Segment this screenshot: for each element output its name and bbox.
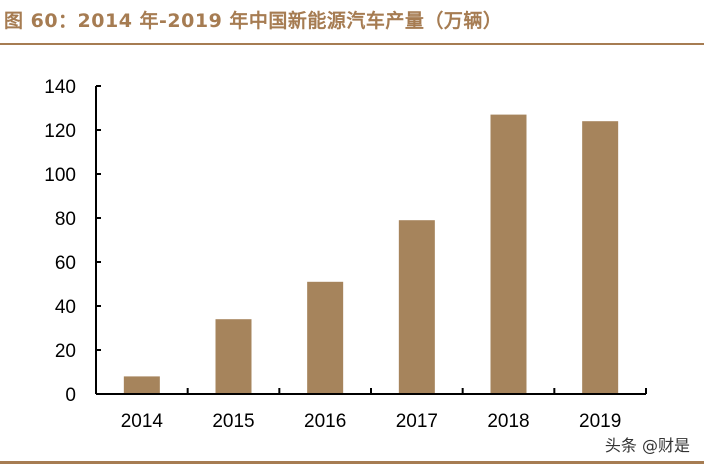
y-tick-label: 100 [44,165,76,186]
bar-series [123,114,619,394]
x-tick-label: 2017 [396,411,438,432]
x-tick-label: 2018 [487,411,529,432]
chart-title: 图 60：2014 年-2019 年中国新能源汽车产量（万辆） [4,10,503,32]
y-tick-label: 80 [55,209,76,230]
y-tick-label: 40 [55,297,76,318]
bar-2015 [215,319,252,394]
x-axis-labels: 2014 2015 2016 2017 2018 2019 [121,411,622,432]
y-tick-label: 60 [55,253,76,274]
y-tick-label: 20 [55,341,76,362]
y-tick-label: 140 [44,77,76,98]
watermark: 头条 @财是 [604,436,690,455]
title-divider [0,43,704,45]
y-tick-label: 120 [44,121,76,142]
x-tick-label: 2015 [212,411,254,432]
y-axis-labels: 0 20 40 60 80 100 120 140 [44,77,76,406]
bar-2016 [307,281,344,394]
x-tick-label: 2019 [579,411,621,432]
axes [95,85,647,395]
bar-2014 [123,376,160,394]
bar-2017 [398,220,435,394]
x-tick-label: 2016 [304,411,346,432]
bar-2019 [582,121,619,394]
bar-2018 [490,114,527,394]
x-tick-label: 2014 [121,411,164,432]
y-tick-label: 0 [65,385,76,406]
bottom-divider [0,461,704,464]
